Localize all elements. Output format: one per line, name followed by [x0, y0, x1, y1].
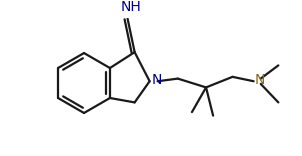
Text: N: N	[255, 73, 265, 87]
Text: N: N	[151, 73, 162, 87]
Text: NH: NH	[121, 0, 142, 14]
